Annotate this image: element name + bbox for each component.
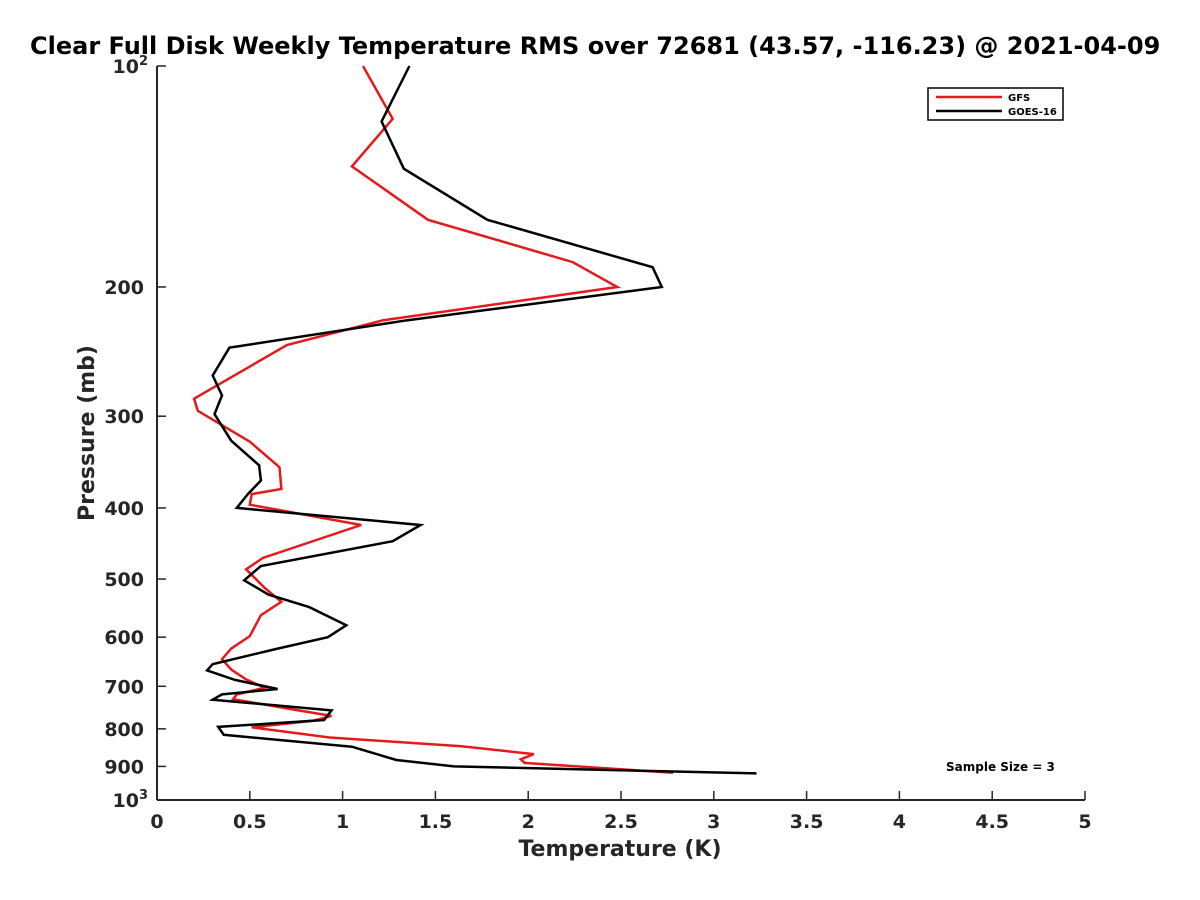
y-tick-label: 200 xyxy=(104,277,144,299)
legend-label-goes16: GOES-16 xyxy=(1008,107,1057,118)
axes xyxy=(156,66,1085,801)
y-tick-label-base: 10 xyxy=(113,790,139,812)
y-tick-label-base: 400 xyxy=(104,498,144,520)
legend-box xyxy=(927,87,1064,121)
ticks: 0 0.5 1 1.5 2 2.5 3 3.5 4 4.5 510 22003004005006007… xyxy=(104,54,1091,833)
series-line-gfs xyxy=(192,65,674,774)
y-tick-label-base: 200 xyxy=(104,277,144,299)
legend-label-gfs: GFS xyxy=(1008,93,1030,104)
y-tick-label: 600 xyxy=(104,627,144,649)
x-axis-label: Temperature (K) xyxy=(518,837,721,862)
y-tick-label-base: 10 xyxy=(113,56,139,78)
legend: GFS GOES-16 xyxy=(927,87,1064,121)
y-tick-exponent: 3 xyxy=(139,788,148,803)
x-tick-label: 4 xyxy=(893,811,906,833)
y-tick-label-base: 900 xyxy=(104,756,144,778)
y-tick-label-base: 500 xyxy=(104,569,144,591)
x-tick-label: 0.5 xyxy=(233,811,267,833)
y-tick-label: 10 xyxy=(113,790,139,812)
y-tick-exponent: 2 xyxy=(139,54,148,69)
y-tick-label: 300 xyxy=(104,406,144,428)
y-tick-label-base: 300 xyxy=(104,406,144,428)
x-tick-label: 1 xyxy=(336,811,349,833)
y-tick-label: 700 xyxy=(104,676,144,698)
y-tick-label: 900 xyxy=(104,756,144,778)
x-tick-label: 3 xyxy=(707,811,720,833)
x-tick-label: 2 xyxy=(522,811,535,833)
y-tick-label-base: 700 xyxy=(104,676,144,698)
y-tick-label-base: 600 xyxy=(104,627,144,649)
x-tick-label: 5 xyxy=(1078,811,1091,833)
y-tick-label: 10 xyxy=(113,56,139,78)
series-line-goes-16 xyxy=(204,65,757,775)
y-axis-label: Pressure (mb) xyxy=(75,345,100,521)
x-tick-label: 4.5 xyxy=(975,811,1009,833)
x-tick-label: 2.5 xyxy=(604,811,638,833)
sample-size-annotation: Sample Size = 3 xyxy=(946,760,1055,774)
series-lines xyxy=(192,65,757,775)
y-tick-label: 400 xyxy=(104,498,144,520)
x-tick-label: 1.5 xyxy=(419,811,453,833)
y-tick-label-base: 800 xyxy=(104,719,144,741)
x-tick-label: 0 xyxy=(150,811,163,833)
chart-title: Clear Full Disk Weekly Temperature RMS o… xyxy=(30,32,1160,60)
y-tick-label: 500 xyxy=(104,569,144,591)
y-tick-label: 800 xyxy=(104,719,144,741)
x-tick-label: 3.5 xyxy=(790,811,824,833)
